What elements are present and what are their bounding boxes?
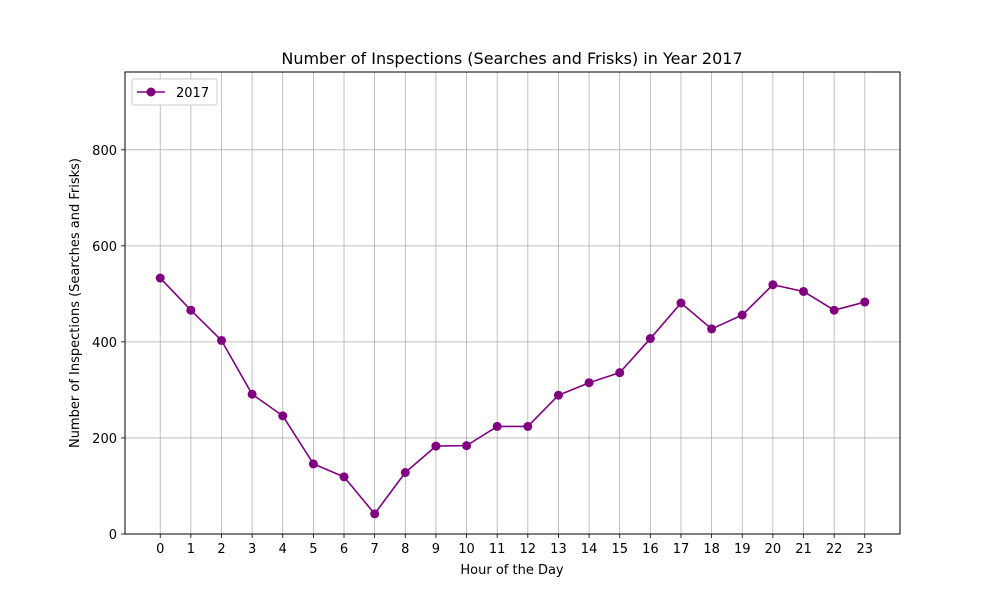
x-tick-label: 15 [611,542,628,557]
x-tick-label: 17 [673,542,690,557]
legend-marker [146,87,156,97]
y-tick-label: 400 [92,336,117,351]
data-point [737,310,747,320]
data-point [462,441,472,451]
x-tick-label: 19 [734,542,751,557]
y-axis: 0 200 400 600 800 [92,144,125,543]
legend-box [131,78,218,106]
data-point [308,459,318,469]
x-tick-label: 5 [309,542,317,557]
data-point [553,390,563,400]
data-point [645,334,655,344]
x-axis-label: Hour of the Day [460,563,564,578]
data-point [278,411,288,421]
x-tick-label: 4 [279,542,287,557]
x-tick-label: 1 [187,542,195,557]
legend: 2017 [131,78,218,106]
data-point [370,509,380,519]
y-tick-label: 600 [92,240,117,255]
x-tick-label: 20 [765,542,782,557]
data-point [247,389,257,399]
y-tick-label: 200 [92,432,117,447]
grid [125,72,900,535]
y-tick-label: 800 [92,144,117,159]
y-axis-label: Number of Inspections (Searches and Fris… [68,158,83,448]
x-tick-label: 21 [795,542,812,557]
chart-title: Number of Inspections (Searches and Fris… [281,49,742,68]
legend-label: 2017 [176,86,209,101]
data-point [829,305,839,315]
x-tick-label: 13 [550,542,567,557]
x-tick-label: 22 [826,542,843,557]
data-point [615,368,625,378]
x-tick-label: 8 [401,542,409,557]
x-tick-label: 11 [489,542,506,557]
x-tick-label: 6 [340,542,348,557]
series-line [159,277,865,515]
data-point [707,324,717,334]
x-tick-label: 2 [217,542,225,557]
x-tick-label: 23 [856,542,873,557]
data-point [799,286,809,296]
x-axis: 0 1 2 3 4 5 6 7 8 9 10 11 12 13 14 15 16 17 18 19 20 21 22 23 [156,534,873,557]
y-tick-label: 0 [109,528,117,543]
data-point [186,305,196,315]
data-point [523,421,533,431]
x-tick-label: 16 [642,542,659,557]
x-tick-label: 10 [458,542,475,557]
data-point [431,441,441,451]
data-point [400,468,410,478]
plot-area-frame [124,71,901,535]
x-tick-label: 7 [371,542,379,557]
x-tick-label: 14 [581,542,598,557]
x-tick-label: 0 [156,542,164,557]
x-tick-label: 3 [248,542,256,557]
data-point [339,472,349,482]
data-point [676,298,686,308]
data-point [768,280,778,290]
series-layer [155,273,870,519]
data-point [584,378,594,388]
x-tick-label: 18 [703,542,720,557]
data-point [492,421,502,431]
data-point [216,335,226,345]
data-point [155,273,165,283]
data-point [860,297,870,307]
x-tick-label: 12 [520,542,537,557]
x-tick-label: 9 [432,542,440,557]
